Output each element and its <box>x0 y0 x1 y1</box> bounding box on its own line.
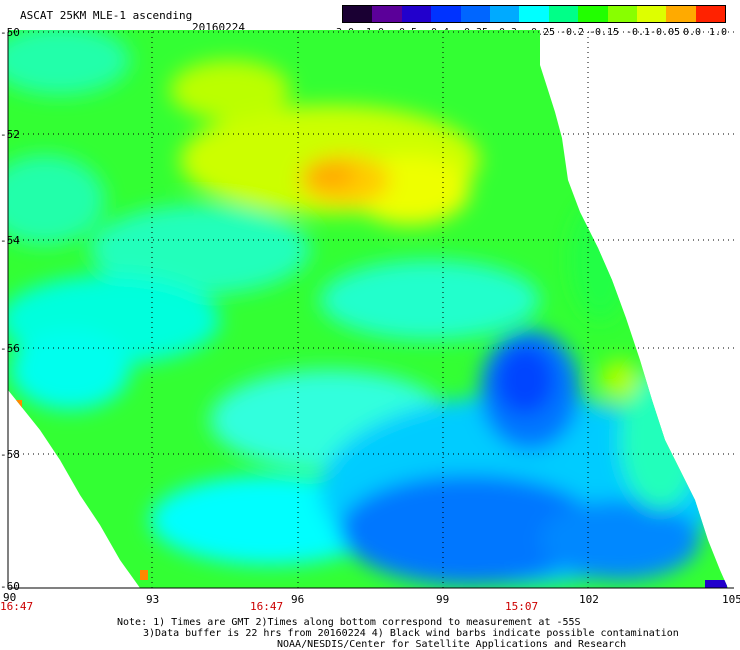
field-blob <box>340 475 600 585</box>
color-scale-segment <box>431 6 461 22</box>
color-scale-segment <box>372 6 402 22</box>
note-line-2: 3)Data buffer is 22 hrs from 20160224 4)… <box>143 628 679 639</box>
lon-label: 96 <box>291 593 305 606</box>
field-blob <box>8 30 130 95</box>
time-label: 15:07 <box>505 600 539 613</box>
color-scale-segment <box>666 6 696 22</box>
field-blob <box>8 155 105 245</box>
color-scale-label: -0.2 <box>559 27 585 38</box>
field-blob <box>320 260 540 340</box>
color-scale-label: 0.0 <box>682 27 702 38</box>
field-blob <box>600 360 640 400</box>
color-scale-segment <box>460 6 490 22</box>
lon-label: 90 <box>3 591 17 604</box>
color-scale-segment <box>489 6 520 22</box>
field-hotspot <box>705 580 727 588</box>
color-scale-segment <box>519 6 549 22</box>
color-scale-segment <box>695 6 726 22</box>
lat-label: -60 <box>0 580 20 593</box>
field-blob <box>10 330 130 410</box>
note-line-1: Note: 1) Times are GMT 2)Times along bot… <box>117 617 581 628</box>
field-blob <box>305 161 355 189</box>
field-blob <box>540 500 700 580</box>
color-scale-segment <box>607 6 637 22</box>
lat-label: -56 <box>0 342 20 355</box>
lat-label: -50 <box>0 26 20 39</box>
lon-label: 99 <box>436 593 450 606</box>
color-scale-segment <box>401 6 432 22</box>
color-scale-segment <box>548 6 579 22</box>
field-blob <box>570 200 630 320</box>
color-scale-bar <box>342 5 726 23</box>
color-scale-segment <box>343 6 373 22</box>
time-label: 16:47 <box>250 600 284 613</box>
product-title: ASCAT 25KM MLE-1 ascending <box>20 9 193 22</box>
field-hotspot <box>140 570 148 580</box>
lat-label: -58 <box>0 448 20 461</box>
lat-label: -54 <box>0 234 20 247</box>
field-blob <box>170 60 290 120</box>
time-label: 16:47 <box>0 600 34 613</box>
field-blob <box>495 345 555 415</box>
color-scale-label: -0.05 <box>649 27 681 38</box>
note-line-3: NOAA/NESDIS/Center for Satellite Applica… <box>277 639 627 650</box>
field-hotspot <box>568 155 575 172</box>
lon-label: 93 <box>146 593 160 606</box>
field-blob <box>90 205 310 295</box>
wind-field <box>8 30 728 588</box>
color-scale-segment <box>636 6 667 22</box>
lon-label: 102 <box>579 593 599 606</box>
lat-label: -52 <box>0 128 20 141</box>
field-hotspot <box>14 400 22 410</box>
color-scale-segment <box>578 6 608 22</box>
lat-lon-grid <box>8 31 734 588</box>
lon-label: 105 <box>722 593 740 606</box>
